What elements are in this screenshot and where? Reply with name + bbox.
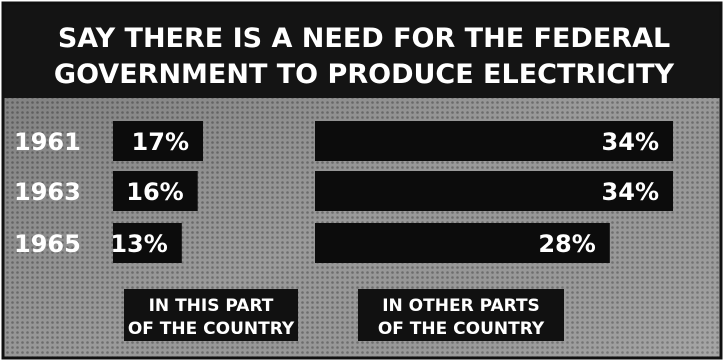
legend-label-series-1-line-2: OF THE COUNTRY xyxy=(128,319,295,339)
chart-title-line-2: GOVERNMENT TO PRODUCE ELECTRICITY xyxy=(54,59,675,90)
bar-series-1-1963 xyxy=(113,171,198,211)
year-label-1965: 1965 xyxy=(14,230,81,258)
bar-series-1-1965 xyxy=(113,223,182,263)
bar-series-2-1961 xyxy=(315,121,673,161)
bar-series-2-1963 xyxy=(315,171,673,211)
legend-label-series-2-line-2: OF THE COUNTRY xyxy=(378,319,545,339)
bar-series-1-1961 xyxy=(113,121,203,161)
value-label-series-1-1961: 17% xyxy=(132,128,189,156)
legend-box-series-1 xyxy=(124,289,298,341)
value-label-series-2-1963: 34% xyxy=(602,178,659,206)
legend-group: IN THIS PART OF THE COUNTRY IN OTHER PARTS… xyxy=(124,289,564,341)
bar-series-2-1965 xyxy=(315,223,610,263)
year-label-1963: 1963 xyxy=(14,178,81,206)
legend-box-series-2 xyxy=(358,289,564,341)
legend-label-series-2-line-1: IN OTHER PARTS xyxy=(382,296,540,316)
value-label-series-1-1965: 13% xyxy=(110,230,167,258)
value-label-series-2-1961: 34% xyxy=(602,128,659,156)
value-label-series-1-1963: 16% xyxy=(126,178,183,206)
value-label-series-2-1965: 28% xyxy=(538,230,595,258)
title-band xyxy=(4,4,722,98)
year-label-1961: 1961 xyxy=(14,128,81,156)
chart-title-line-1: SAY THERE IS A NEED FOR THE FEDERAL xyxy=(58,23,670,54)
legend-label-series-1-line-1: IN THIS PART xyxy=(149,296,274,316)
